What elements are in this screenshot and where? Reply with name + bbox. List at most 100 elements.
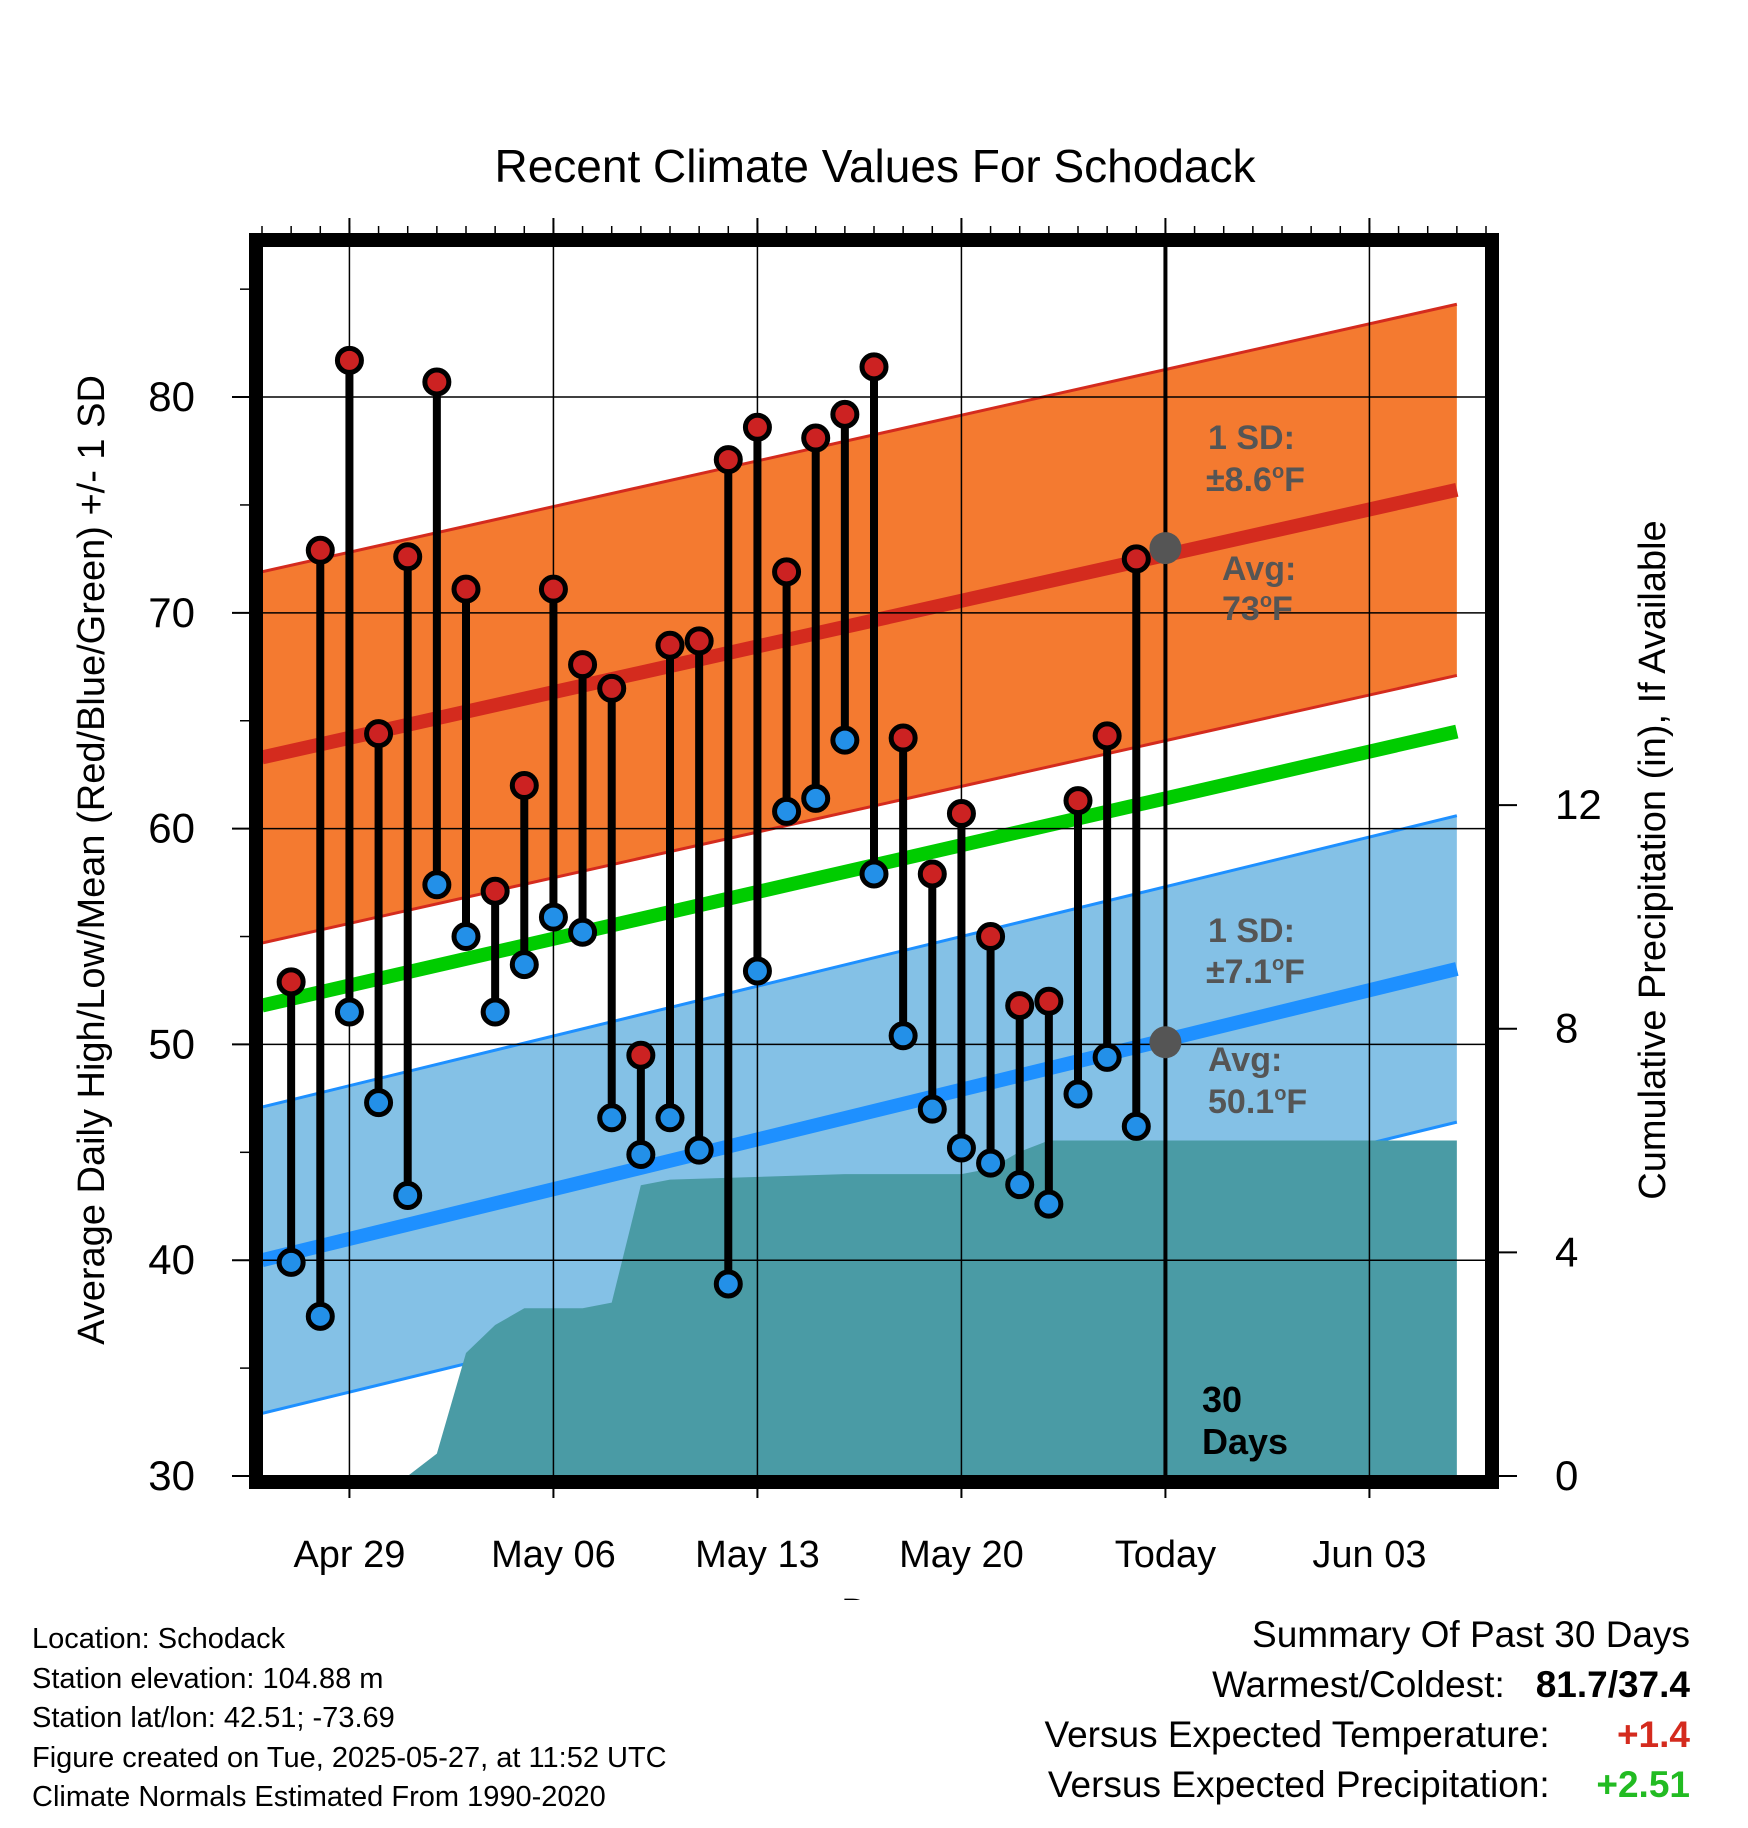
temperature-departure-value: +1.4 — [1616, 1714, 1690, 1755]
precipitation-area — [262, 1140, 1457, 1476]
today-avg-low-marker — [1149, 1026, 1182, 1059]
daily-high-point — [597, 673, 627, 703]
y2-tick-label: 0 — [1555, 1452, 1578, 1499]
daily-high-point — [1063, 786, 1093, 816]
daily-high-point — [713, 445, 743, 475]
daily-low-point — [568, 917, 598, 947]
low-sd-value: ±7.1oF — [1206, 953, 1305, 991]
daily-low-point — [364, 1088, 394, 1118]
daily-high-point — [1092, 721, 1122, 751]
x-tick-label: Jun 03 — [1312, 1534, 1426, 1576]
x-tick-label: May 13 — [695, 1534, 820, 1576]
precipitation-departure-value: +2.51 — [1596, 1764, 1690, 1805]
daily-high-point — [1034, 986, 1064, 1016]
daily-low-point — [976, 1148, 1006, 1178]
y2-tick-label: 8 — [1555, 1005, 1578, 1052]
daily-low-point — [422, 870, 452, 900]
x-axis-label: Day — [841, 1592, 909, 1600]
warmest-coldest-row: Warmest/Coldest: 81.7/37.4 — [1044, 1660, 1690, 1710]
high-avg-value: 73oF — [1222, 590, 1293, 628]
daily-low-point — [859, 859, 889, 889]
y-tick-label: 40 — [148, 1236, 195, 1283]
daily-low-point — [597, 1103, 627, 1133]
normal-mean-line — [262, 724, 1459, 1013]
daily-low-point — [480, 997, 510, 1027]
daily-low-point — [946, 1133, 976, 1163]
daily-low-point — [655, 1103, 685, 1133]
chart-title: Recent Climate Values For Schodack — [494, 140, 1256, 192]
daily-high-point — [801, 423, 831, 453]
daily-high-point — [888, 723, 918, 753]
y-tick-label: 50 — [148, 1020, 195, 1067]
temperature-departure-label: Versus Expected Temperature: — [1044, 1714, 1550, 1755]
high-sd-label: 1 SD: — [1208, 419, 1295, 457]
low-band-upper-edge — [262, 814, 1458, 1109]
low-sd-label: 1 SD: — [1208, 912, 1295, 950]
precipitation-departure-label: Versus Expected Precipitation: — [1047, 1764, 1550, 1805]
y-tick-label: 80 — [148, 373, 195, 420]
y-tick-label: 60 — [148, 805, 195, 852]
y2-axis-label: Cumulative Precipitation (in), If Availa… — [1632, 520, 1674, 1199]
daily-low-point — [742, 956, 772, 986]
daily-high-point — [334, 345, 364, 375]
created-text: Figure created on Tue, 2025-05-27, at 11… — [32, 1741, 667, 1774]
daily-low-point — [538, 902, 568, 932]
x-tick-label: May 06 — [491, 1534, 616, 1576]
high-band-lower-edge — [262, 673, 1458, 945]
daily-low-point — [713, 1269, 743, 1299]
daily-low-point — [1063, 1079, 1093, 1109]
normal-high-line — [262, 483, 1459, 765]
daily-high-point — [305, 535, 335, 565]
low-avg-label: Avg: — [1208, 1041, 1282, 1079]
daily-low-point — [451, 922, 481, 952]
location-text: Location: Schodack — [32, 1623, 286, 1655]
warmest-coldest-value: 81.7/37.4 — [1535, 1664, 1690, 1705]
daily-high-point — [276, 967, 306, 997]
daily-low-point — [393, 1180, 423, 1210]
daily-high-point — [393, 542, 423, 572]
station-info: Location: Schodack Station elevation: 10… — [32, 1620, 667, 1818]
plot-frame — [249, 233, 1499, 1489]
daily-high-point — [422, 367, 452, 397]
daily-high-point — [451, 574, 481, 604]
today-window-label: 30 Days — [1202, 1379, 1288, 1462]
climate-chart: Recent Climate Values For Schodack Apr 2… — [71, 140, 1674, 1600]
daily-low-point — [276, 1247, 306, 1277]
normal-low-line — [262, 962, 1459, 1268]
daily-high-point — [917, 859, 947, 889]
precipitation-departure-row: Versus Expected Precipitation: +2.51 — [1044, 1760, 1690, 1810]
elevation-text: Station elevation: 104.88 m — [32, 1662, 384, 1695]
high-avg-label: Avg: — [1222, 550, 1296, 588]
daily-high-point — [976, 922, 1006, 952]
y2-tick-label: 12 — [1555, 781, 1602, 828]
daily-low-point — [334, 997, 364, 1027]
daily-high-point — [772, 557, 802, 587]
daily-high-point — [480, 876, 510, 906]
daily-low-point — [888, 1021, 918, 1051]
daily-low-point — [917, 1094, 947, 1124]
daily-high-point — [684, 626, 714, 656]
high-band-upper-edge — [262, 302, 1458, 574]
x-tick-label: May 20 — [899, 1534, 1024, 1576]
daily-low-point — [801, 783, 831, 813]
daily-low-point — [626, 1139, 656, 1169]
daily-high-point — [538, 574, 568, 604]
daily-high-point — [1121, 544, 1151, 574]
x-tick-label: Today — [1115, 1534, 1216, 1576]
y-tick-label: 70 — [148, 589, 195, 636]
daily-low-point — [1034, 1189, 1064, 1219]
high-sd-value: ±8.6oF — [1206, 461, 1305, 499]
daily-low-point — [1121, 1111, 1151, 1141]
daily-high-point — [1005, 991, 1035, 1021]
daily-high-point — [364, 719, 394, 749]
daily-high-point — [655, 630, 685, 660]
y-axis-label: Average Daily High/Low/Mean (Red/Blue/Gr… — [71, 375, 113, 1345]
daily-high-point — [509, 770, 539, 800]
daily-high-point — [859, 352, 889, 382]
daily-high-point — [830, 399, 860, 429]
daily-low-point — [305, 1301, 335, 1331]
y2-tick-label: 4 — [1555, 1228, 1578, 1275]
daily-high-point — [568, 650, 598, 680]
warmest-coldest-label: Warmest/Coldest: — [1212, 1664, 1505, 1705]
daily-low-point — [830, 725, 860, 755]
